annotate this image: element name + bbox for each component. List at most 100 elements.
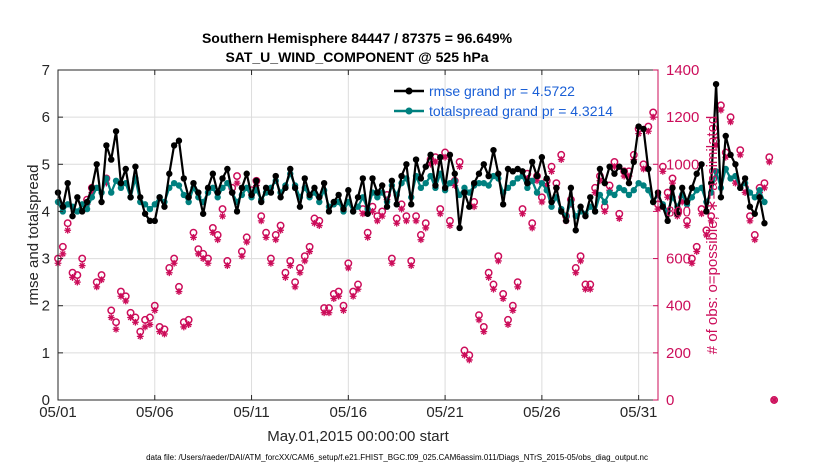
rmse-point <box>664 217 671 225</box>
rmse-point <box>630 158 638 166</box>
rmse-point <box>287 165 294 173</box>
assimilated-obs-marker <box>393 219 401 227</box>
totalspread-point <box>74 208 81 215</box>
y-tick-label-left: 5 <box>42 156 50 173</box>
assimilated-obs-marker <box>257 217 265 225</box>
rmse-point <box>466 203 473 210</box>
rmse-point <box>320 179 328 187</box>
assimilated-obs-marker <box>693 248 701 255</box>
assimilated-obs-marker <box>698 210 705 218</box>
assimilated-obs-marker <box>165 269 173 277</box>
rmse-point <box>567 184 575 192</box>
assimilated-obs-marker <box>504 321 512 328</box>
totalspread-point <box>214 194 221 201</box>
legend-spread-marker <box>405 107 413 115</box>
rmse-point <box>461 189 468 196</box>
assimilated-obs-marker <box>98 276 105 284</box>
rmse-point <box>732 161 739 168</box>
assimilated-obs-marker <box>398 205 405 213</box>
assimilated-obs-marker <box>615 215 623 222</box>
assimilated-obs-marker <box>417 236 425 244</box>
rmse-point <box>195 189 202 196</box>
assimilated-obs-marker <box>330 295 338 303</box>
assimilated-obs-marker <box>136 332 144 340</box>
totalspread-point <box>533 189 541 196</box>
rmse-point <box>180 175 188 182</box>
y-tick-label-right: 1000 <box>666 156 699 173</box>
rmse-point <box>127 194 134 201</box>
assimilated-obs-marker <box>717 106 725 114</box>
assimilated-obs-marker <box>683 222 691 229</box>
totalspread-point <box>480 179 488 187</box>
x-tick-label: 05/06 <box>136 404 174 421</box>
possible-obs-marker <box>145 313 154 322</box>
totalspread-point <box>170 179 178 187</box>
assimilated-obs-marker <box>596 177 604 185</box>
rmse-point <box>708 179 715 187</box>
totalspread-point <box>693 187 700 194</box>
rmse-point <box>451 170 458 177</box>
rmse-point <box>703 208 710 215</box>
assimilated-obs-marker <box>490 285 497 293</box>
rmse-point <box>475 170 483 177</box>
rmse-point <box>204 184 212 192</box>
rmse-point <box>712 80 720 88</box>
assimilated-obs-marker <box>470 203 478 211</box>
assimilated-obs-marker <box>344 264 352 272</box>
rmse-point <box>543 175 550 182</box>
rmse-point <box>432 182 439 189</box>
assimilated-obs-marker <box>722 153 730 161</box>
rmse-point <box>378 182 386 189</box>
rmse-point <box>422 163 429 170</box>
assimilated-obs-marker <box>301 257 309 265</box>
totalspread-point <box>761 198 768 206</box>
totalspread-point <box>374 194 381 201</box>
totalspread-point <box>625 191 633 199</box>
assimilated-obs-marker <box>432 158 439 166</box>
x-tick-label: 05/16 <box>330 404 368 421</box>
rmse-point <box>122 165 129 173</box>
totalspread-point <box>601 198 608 206</box>
y-tick-label-left: 3 <box>42 251 50 268</box>
assimilated-obs-marker <box>707 217 715 225</box>
assimilated-obs-marker <box>243 238 251 246</box>
rmse-point <box>199 210 207 217</box>
rmse-point <box>369 175 376 182</box>
y-axis-label-left: rmse and totalspread <box>25 165 42 306</box>
totalspread-point <box>524 184 531 192</box>
rmse-point <box>258 198 265 206</box>
assimilated-obs-marker <box>582 285 589 293</box>
rmse-point <box>262 184 270 192</box>
assimilated-obs-marker <box>640 165 647 173</box>
x-tick-label: 05/26 <box>523 404 561 421</box>
rmse-point <box>412 156 420 163</box>
assimilated-obs-marker <box>306 248 314 255</box>
rmse-point <box>311 184 318 192</box>
totalspread-point <box>727 175 734 182</box>
assimilated-obs-marker <box>233 179 241 187</box>
assimilated-obs-marker <box>427 160 434 168</box>
assimilated-obs-marker <box>509 307 517 314</box>
rmse-point <box>611 170 618 177</box>
assimilated-obs-marker <box>402 217 410 225</box>
axis-ticks: 05/01 05/06 05/11 05/16 05/21 05/26 05/31 0 1 2 3 4… <box>39 62 699 421</box>
assimilated-obs-marker <box>335 292 343 300</box>
rmse-point <box>587 194 594 201</box>
assimilated-obs-marker <box>161 330 168 338</box>
x-tick-label: 05/11 <box>233 404 269 421</box>
rmse-point <box>606 163 613 170</box>
rmse-point <box>253 177 260 184</box>
assimilated-obs-marker <box>577 257 584 265</box>
rmse-point <box>649 198 657 206</box>
totalspread-point <box>316 198 323 206</box>
rmse-point <box>674 210 681 217</box>
assimilated-obs-marker <box>586 285 594 293</box>
totalspread-point <box>485 182 492 189</box>
possible-obs-marker <box>58 242 67 251</box>
possible-obs-marker <box>78 254 87 263</box>
rmse-point <box>83 198 91 206</box>
assimilated-obs-marker <box>407 262 415 270</box>
rmse-point <box>364 210 371 217</box>
totalspread-point <box>209 184 217 192</box>
rmse-point <box>316 194 323 201</box>
